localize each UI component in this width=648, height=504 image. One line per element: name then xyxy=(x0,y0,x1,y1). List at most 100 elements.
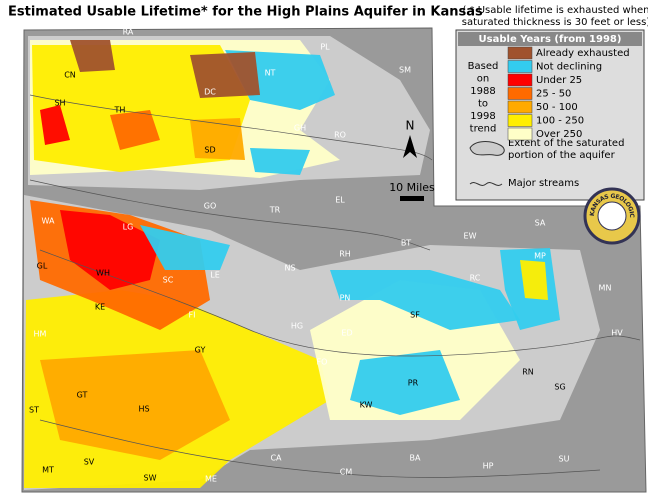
legend-basis: 1988 xyxy=(470,86,495,97)
county-label: ME xyxy=(205,475,217,484)
legend-extent: Extent of the saturated xyxy=(508,138,624,149)
legend-basis: to xyxy=(478,99,488,110)
county-label: RC xyxy=(470,274,481,283)
county-label: SD xyxy=(204,146,215,155)
legend-swatch xyxy=(507,73,533,87)
county-label: FO xyxy=(317,358,328,367)
county-label: BT xyxy=(401,239,411,248)
county-label: CA xyxy=(270,454,282,463)
legend-swatch xyxy=(507,87,533,100)
county-label: SU xyxy=(559,455,570,464)
county-label: PR xyxy=(408,379,419,388)
county-label: RA xyxy=(123,28,134,37)
legend-streams: Major streams xyxy=(508,178,579,189)
county-label: KE xyxy=(95,303,105,312)
legend-basis: trend xyxy=(470,124,497,135)
aquifer-region xyxy=(190,118,245,160)
county-label: PN xyxy=(340,294,351,303)
north-label: N xyxy=(406,119,415,133)
aquifer-region xyxy=(350,350,460,415)
county-label: ST xyxy=(29,406,39,415)
legend-label: 25 - 50 xyxy=(536,89,571,100)
county-label: RO xyxy=(334,131,346,140)
legend-swatch xyxy=(507,46,533,60)
county-label: LE xyxy=(210,271,220,280)
county-label: MT xyxy=(42,466,54,475)
legend-label: Over 250 xyxy=(536,129,582,140)
county-label: SA xyxy=(535,219,546,228)
scale-bar xyxy=(400,196,424,201)
legend-extent: portion of the aquifer xyxy=(508,150,616,161)
aquifer-region xyxy=(520,260,548,300)
aquifer-region xyxy=(110,110,160,150)
legend-swatch xyxy=(507,114,533,127)
county-label: HS xyxy=(138,405,149,414)
legend-label: Not declining xyxy=(536,62,602,73)
county-label: BA xyxy=(410,454,421,463)
county-label: TH xyxy=(114,106,126,115)
county-label: CM xyxy=(340,468,353,477)
legend-label: 100 - 250 xyxy=(536,116,584,127)
note-line: ( * Usable lifetime is exhausted when xyxy=(462,5,648,16)
county-label: PL xyxy=(320,43,330,52)
aquifer-layer xyxy=(24,36,600,490)
aquifer-region xyxy=(140,225,230,270)
legend-basis: on xyxy=(477,74,489,85)
legend-label: Under 25 xyxy=(536,75,582,86)
scale-label: 10 Miles xyxy=(389,181,435,194)
county-label: SF xyxy=(410,311,420,320)
legend-title: Usable Years (from 1998) xyxy=(479,34,622,45)
county-label: GT xyxy=(77,391,88,400)
county-label: ED xyxy=(341,329,352,338)
county-label: MP xyxy=(534,252,546,261)
county-label: SW xyxy=(144,474,157,483)
stream-icon xyxy=(469,182,503,186)
aquifer-region xyxy=(190,52,260,98)
legend-basis: 1998 xyxy=(470,111,495,122)
seal-center xyxy=(597,201,627,231)
county-label: GL xyxy=(37,262,48,271)
county-label: NS xyxy=(284,264,295,273)
legend-swatch xyxy=(507,60,533,73)
county-label: SC xyxy=(163,276,174,285)
county-label: HG xyxy=(291,322,303,331)
county-label: TR xyxy=(269,206,281,215)
extent-icon xyxy=(469,141,505,156)
aquifer-region xyxy=(330,270,520,330)
county-label: NT xyxy=(265,69,276,78)
county-label: GO xyxy=(204,202,217,211)
legend-swatch xyxy=(507,127,533,141)
county-label: HM xyxy=(34,330,47,339)
legend-label: Already exhausted xyxy=(536,48,630,59)
county-label: DC xyxy=(204,88,216,97)
county-label: RH xyxy=(339,250,351,259)
county-label: WH xyxy=(96,269,110,278)
county-label: GH xyxy=(294,124,306,133)
county-label: SV xyxy=(84,458,95,467)
county-label: KW xyxy=(360,401,373,410)
aquifer-region xyxy=(70,40,115,72)
aquifer-region xyxy=(40,105,70,145)
county-label: SG xyxy=(554,383,565,392)
county-label: HP xyxy=(483,462,494,471)
legend-swatch xyxy=(507,100,533,114)
county-label: EL xyxy=(335,196,345,205)
county-label: GY xyxy=(195,346,206,355)
legend-box xyxy=(455,29,645,201)
legend-header xyxy=(458,32,642,46)
north-arrow xyxy=(403,135,417,158)
aquifer-region xyxy=(60,210,160,290)
title: Estimated Usable Lifetime* for the High … xyxy=(8,5,483,20)
county-label: SM xyxy=(399,66,411,75)
county-label: SH xyxy=(54,99,65,108)
county-label: EW xyxy=(464,232,477,241)
county-label: RN xyxy=(522,368,534,377)
county-label: FI xyxy=(189,311,196,320)
legend-label: 50 - 100 xyxy=(536,102,578,113)
county-label: LG xyxy=(123,223,134,232)
aquifer-region xyxy=(250,148,310,175)
county-label: MN xyxy=(599,284,612,293)
note-line: saturated thickness is 30 feet or less) xyxy=(462,17,648,28)
county-label: HV xyxy=(611,329,623,338)
